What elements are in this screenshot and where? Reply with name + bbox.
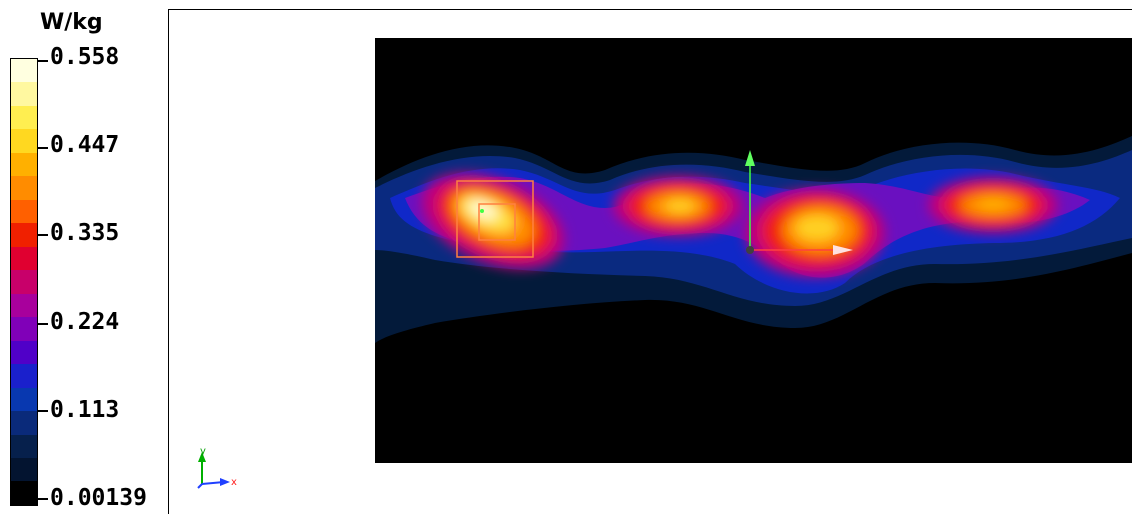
colorbar-tick-label: 0.224: [50, 309, 120, 335]
hotspot-3-peak: [795, 215, 839, 241]
colorbar-tick-label: 0.113: [50, 397, 120, 423]
colorbar-swatch: [11, 105, 37, 130]
colorbar-swatch: [11, 176, 37, 200]
colorbar-tick-label: 0.335: [50, 220, 120, 246]
colorbar-tick-mark: [38, 498, 48, 500]
colorbar-swatch: [11, 411, 37, 435]
colorbar-tick-label: 0.447: [50, 132, 120, 158]
colorbar-swatch: [11, 223, 37, 247]
colorbar-swatch: [11, 129, 37, 153]
scan-marker-point: [480, 209, 484, 213]
colorbar-swatch: [11, 270, 37, 294]
viewport-frame: [168, 9, 1132, 514]
colorbar-tick-label: 0.558: [50, 44, 120, 70]
colorbar-swatch: [11, 152, 37, 177]
colorbar-swatch: [11, 434, 37, 458]
triad-y-label: y: [200, 446, 206, 457]
hotspot-2-peak: [664, 199, 696, 213]
colorbar-swatch: [11, 317, 37, 341]
gizmo-origin: [746, 246, 754, 254]
colorbar-swatch: [11, 82, 37, 106]
triad-z-line: [197, 483, 203, 489]
gizmo-y-arrowhead: [745, 150, 755, 166]
colorbar-swatch: [11, 59, 37, 83]
triad-x-arrow: [220, 478, 230, 486]
colorbar-unit-label: W/kg: [40, 10, 103, 35]
colorbar-tick-mark: [38, 323, 48, 325]
colorbar-swatch: [11, 340, 37, 365]
sar-heatmap-svg: [375, 136, 1132, 343]
colorbar-tick-mark: [38, 147, 48, 149]
colorbar-swatch: [11, 199, 37, 224]
triad-x-label: x: [231, 477, 237, 488]
colorbar-tick-mark: [38, 60, 48, 62]
colorbar-tick-label: 0.00139: [50, 485, 147, 511]
colorbar-swatch: [11, 457, 37, 482]
colorbar-swatch: [11, 481, 37, 505]
axis-orientation-triad: y x: [190, 444, 250, 498]
colorbar-tick-mark: [38, 234, 48, 236]
colorbar-swatch: [11, 364, 37, 388]
colorbar: [10, 58, 38, 506]
colorbar-swatch: [11, 293, 37, 318]
colorbar-swatch: [11, 387, 37, 412]
colorbar-swatch: [11, 246, 37, 271]
colorbar-tick-mark: [38, 410, 48, 412]
zoom-scan-outer-box[interactable]: [456, 180, 534, 258]
axis-triad-svg: y x: [197, 446, 237, 489]
sar-heatmap-plot: [375, 38, 1132, 463]
gizmo-x-arrowhead: [833, 245, 853, 255]
zoom-scan-inner-box[interactable]: [478, 203, 516, 241]
hotspot-4-peak: [977, 198, 1009, 210]
triad-y-arrow: [198, 452, 206, 462]
